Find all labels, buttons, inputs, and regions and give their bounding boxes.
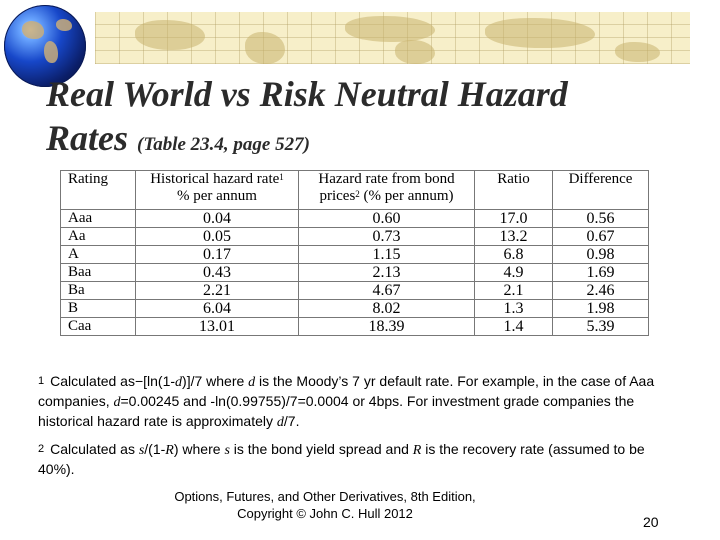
cell-difference: 0.56 <box>552 209 649 228</box>
cell-ratio: 2.1 <box>474 281 553 300</box>
title-line-1: Real World vs Risk Neutral Hazard <box>46 74 568 114</box>
cell-historical: 13.01 <box>135 317 299 336</box>
table-row: Caa 13.01 18.39 1.4 5.39 <box>60 317 649 336</box>
cell-rating: Aa <box>60 227 136 246</box>
cell-difference: 1.69 <box>552 263 649 282</box>
header-bond: Hazard rate from bond prices2 (% per ann… <box>298 170 475 210</box>
cell-ratio: 17.0 <box>474 209 553 228</box>
cell-historical: 0.04 <box>135 209 299 228</box>
table-row: Aa 0.05 0.73 13.2 0.67 <box>60 227 649 246</box>
cell-ratio: 1.4 <box>474 317 553 336</box>
cell-difference: 0.98 <box>552 245 649 264</box>
title-line-2: Rates (Table 23.4, page 527) <box>46 116 686 167</box>
table-row: B 6.04 8.02 1.3 1.98 <box>60 299 649 318</box>
cell-rating: Aaa <box>60 209 136 228</box>
cell-bond: 18.39 <box>298 317 475 336</box>
table-header-row: Rating Historical hazard rate1 % per ann… <box>60 170 649 210</box>
cell-difference: 5.39 <box>552 317 649 336</box>
cell-historical: 2.21 <box>135 281 299 300</box>
cell-bond: 4.67 <box>298 281 475 300</box>
cell-ratio: 4.9 <box>474 263 553 282</box>
footer-line-2: Copyright © John C. Hull 2012 <box>237 506 413 521</box>
cell-rating: Caa <box>60 317 136 336</box>
world-map-icon <box>95 12 690 64</box>
cell-bond: 0.73 <box>298 227 475 246</box>
cell-bond: 0.60 <box>298 209 475 228</box>
page-number: 20 <box>643 514 659 530</box>
cell-difference: 2.46 <box>552 281 649 300</box>
cell-rating: Baa <box>60 263 136 282</box>
cell-difference: 0.67 <box>552 227 649 246</box>
slide-title: Real World vs Risk Neutral Hazard Rates … <box>46 72 686 167</box>
table-row: Baa 0.43 2.13 4.9 1.69 <box>60 263 649 282</box>
title-reference: (Table 23.4, page 527) <box>137 134 310 155</box>
header-ratio: Ratio <box>474 170 553 210</box>
cell-difference: 1.98 <box>552 299 649 318</box>
footnote-1: 1 Calculated as−[ln(1-d)]/7 where d is th… <box>38 373 655 430</box>
footnote-1-marker: 1 <box>38 375 45 387</box>
table-row: Aaa 0.04 0.60 17.0 0.56 <box>60 209 649 228</box>
cell-ratio: 6.8 <box>474 245 553 264</box>
cell-bond: 2.13 <box>298 263 475 282</box>
header-difference: Difference <box>552 170 649 210</box>
header-rating: Rating <box>60 170 136 210</box>
hazard-rate-table-container: Rating Historical hazard rate1 % per ann… <box>60 170 649 336</box>
cell-rating: Ba <box>60 281 136 300</box>
globe-icon <box>4 5 86 87</box>
cell-ratio: 13.2 <box>474 227 553 246</box>
title-main: Rates <box>46 118 129 158</box>
cell-ratio: 1.3 <box>474 299 553 318</box>
footer-line-1: Options, Futures, and Other Derivatives,… <box>174 489 476 504</box>
footer-citation: Options, Futures, and Other Derivatives,… <box>150 488 500 522</box>
cell-historical: 6.04 <box>135 299 299 318</box>
cell-historical: 0.17 <box>135 245 299 264</box>
cell-rating: A <box>60 245 136 264</box>
cell-bond: 8.02 <box>298 299 475 318</box>
cell-historical: 0.05 <box>135 227 299 246</box>
table-row: Ba 2.21 4.67 2.1 2.46 <box>60 281 649 300</box>
footnote-2: 2 Calculated as s/(1-R) where s is the bo… <box>38 441 645 477</box>
cell-bond: 1.15 <box>298 245 475 264</box>
cell-historical: 0.43 <box>135 263 299 282</box>
footnote-2-marker: 2 <box>38 443 45 455</box>
header-historical: Historical hazard rate1 % per annum <box>135 170 299 210</box>
hazard-rate-table: Rating Historical hazard rate1 % per ann… <box>60 170 649 336</box>
table-row: A 0.17 1.15 6.8 0.98 <box>60 245 649 264</box>
cell-rating: B <box>60 299 136 318</box>
